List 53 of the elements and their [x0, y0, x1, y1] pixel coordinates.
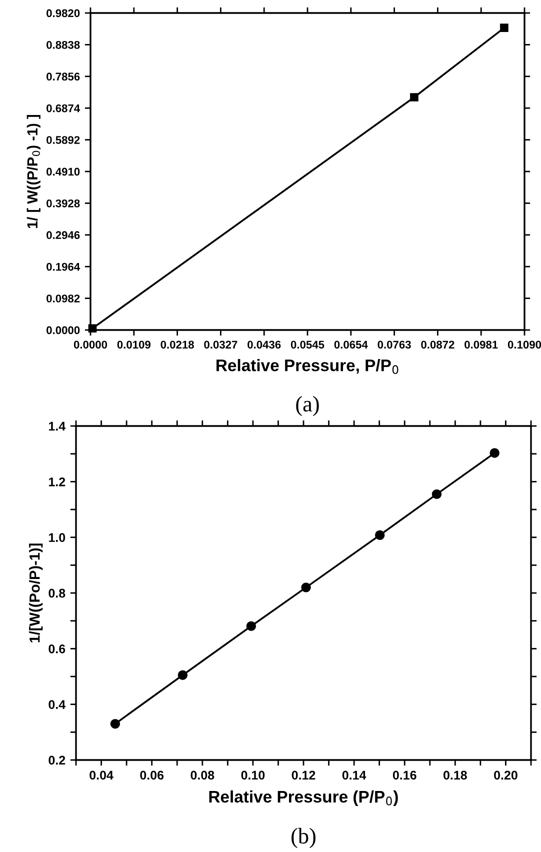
point: [410, 93, 418, 102]
y-tick-label: 0.6: [48, 644, 66, 654]
y-axis-title: 1/[W((Po/P)-1)]: [29, 544, 43, 642]
y-tick-label: 0.2946: [46, 231, 80, 240]
x-tick-label: 0.1090: [508, 340, 541, 349]
y-axis-title: 1/ [ W((P/P$_{0}$) -1) ]: [26, 115, 40, 228]
y-tick-label: 0.4: [48, 700, 66, 709]
y-tick-label: 0.0000: [46, 326, 80, 334]
x-tick-label: 0.12: [292, 770, 316, 780]
x-tick-label: 0.0872: [421, 340, 454, 349]
x-tick-label: 0.04: [90, 770, 114, 780]
point: [432, 489, 442, 500]
x-axis-title: Relative Pressure (P/P$_{0}$): [209, 790, 398, 806]
text: (b): [292, 828, 316, 848]
point: [110, 718, 120, 729]
y-tick-label: 1.0: [48, 533, 66, 542]
y-tick-label: 0.9820: [46, 9, 80, 18]
x-tick-label: 0.08: [190, 770, 214, 780]
point: [490, 448, 500, 458]
x-tick-label: 0.14: [342, 770, 366, 780]
y-tick-label: 0.1964: [46, 262, 80, 271]
x-axis-title: Relative Pressure, P/P$_{0}$: [216, 359, 398, 374]
y-tick-label: 0.8: [48, 588, 66, 598]
point: [246, 621, 256, 631]
y-tick-label: 0.5892: [46, 136, 80, 144]
y-tick-label: 0.8838: [46, 40, 80, 49]
x-tick-label: 0.0981: [464, 340, 498, 349]
y-tick-label: 0.7856: [46, 72, 80, 81]
x-tick-label: 0.16: [392, 770, 416, 780]
x-tick-label: 0.0763: [378, 340, 411, 349]
x-tick-label: 0.06: [140, 770, 164, 780]
y-tick-label: 1.2: [48, 477, 66, 486]
y-tick-label: 0.4910: [46, 168, 80, 176]
point: [301, 582, 311, 592]
point: [500, 24, 508, 32]
y-tick-label: 0.6874: [46, 104, 80, 112]
x-tick-label: 0.0654: [334, 340, 368, 349]
x-tick-label: 0.0109: [117, 340, 150, 349]
x-tick-label: 0.10: [241, 770, 265, 780]
y-tick-label: 0.0982: [46, 294, 80, 302]
y-tick-label: 0.2: [48, 756, 66, 765]
x-tick-label: 0.0327: [204, 340, 238, 349]
text: (a): [296, 396, 319, 416]
y-tick-label: 1.4: [48, 422, 66, 431]
x-tick-label: 0.0436: [248, 340, 281, 349]
x-tick-label: 0.18: [444, 770, 467, 780]
x-tick-label: 0.0000: [74, 340, 108, 349]
x-tick-label: 0.0218: [160, 340, 194, 349]
x-tick-label: 0.0545: [290, 340, 324, 349]
point: [374, 530, 385, 540]
x-tick-label: 0.20: [494, 770, 518, 780]
y-tick-label: 0.3928: [46, 199, 80, 208]
point: [178, 670, 188, 680]
